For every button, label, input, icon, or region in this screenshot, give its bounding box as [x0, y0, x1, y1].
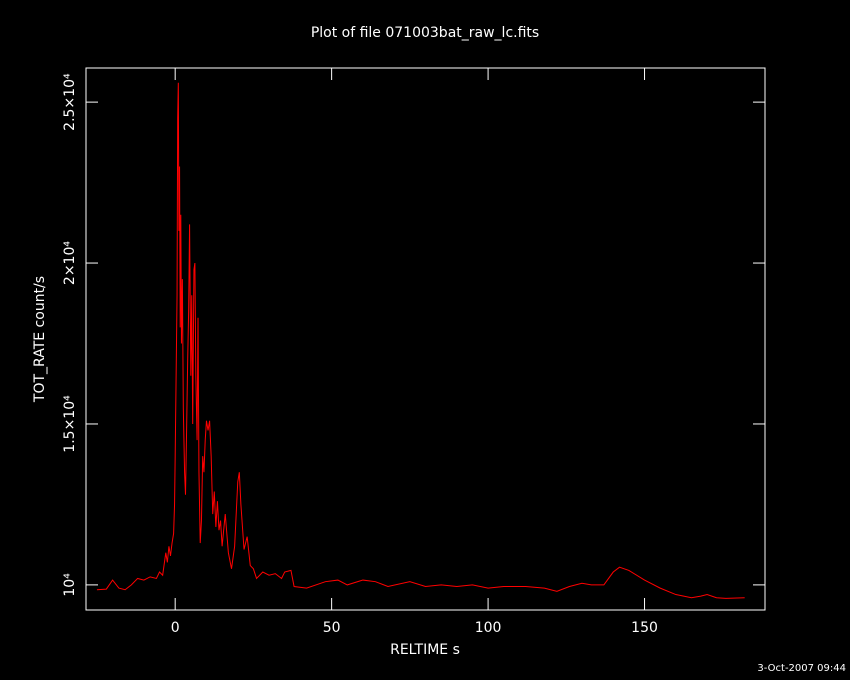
timestamp: 3-Oct-2007 09:44	[757, 663, 846, 674]
chart-title: Plot of file 071003bat_raw_lc.fits	[311, 25, 539, 41]
x-tick-label: 0	[171, 620, 180, 636]
y-axis-label: TOT_RATE count/s	[32, 276, 48, 403]
y-tick-label: 10⁴	[62, 573, 78, 597]
plot-frame	[85, 67, 766, 611]
x-tick-label: 100	[475, 620, 502, 636]
light-curve	[96, 82, 745, 599]
x-tick-label: 50	[323, 620, 341, 636]
x-tick-label: 150	[631, 620, 658, 636]
y-tick-label: 2.5×10⁴	[62, 73, 78, 131]
y-tick-label: 1.5×10⁴	[62, 395, 78, 453]
x-axis-label: RELTIME s	[390, 642, 460, 658]
y-tick-label: 2×10⁴	[62, 241, 78, 285]
